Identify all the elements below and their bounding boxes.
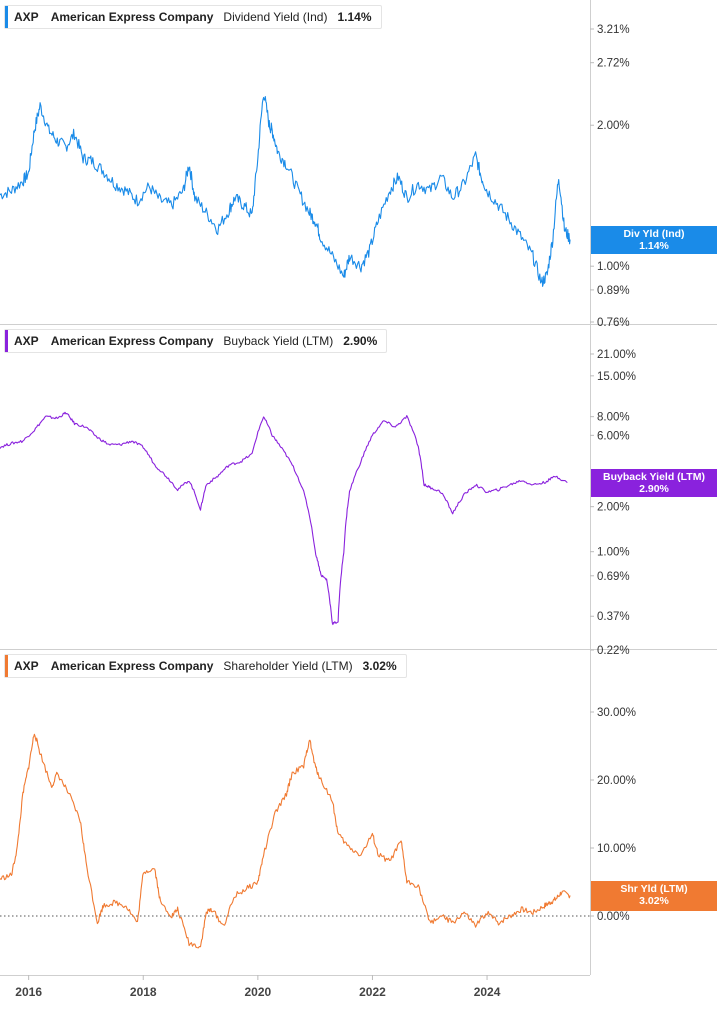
y-tick-label: 2.00% [597, 502, 630, 514]
legend-company: American Express Company [50, 334, 214, 348]
legend-buyback-yield: AXP American Express Company Buyback Yie… [4, 329, 388, 353]
y-tick-label: 0.69% [597, 571, 630, 583]
y-tick-label: 6.00% [597, 430, 630, 442]
y-tick-label: 15.00% [597, 371, 636, 383]
tag-label: Buyback Yield (LTM) [603, 471, 705, 483]
legend-swatch [5, 330, 8, 352]
legend-value: 3.02% [362, 659, 397, 673]
series-line-1 [0, 411, 568, 626]
legend-metric: Buyback Yield (LTM) [223, 334, 334, 348]
legend-shareholder-yield: AXP American Express Company Shareholder… [4, 654, 407, 678]
y-tick-label: 2.00% [597, 120, 630, 132]
x-tick-label: 2020 [244, 985, 271, 999]
tag-value: 3.02% [639, 895, 669, 907]
y-tick-label: 2.72% [597, 58, 630, 70]
legend-value: 2.90% [343, 334, 378, 348]
legend-value: 1.14% [337, 10, 372, 24]
y-tick-label: 30.00% [597, 707, 636, 719]
legend-swatch [5, 655, 8, 677]
value-tag-buyback-yield: Buyback Yield (LTM) 2.90% [591, 469, 717, 497]
tag-label: Div Yld (Ind) [623, 228, 685, 240]
series-line-0 [0, 96, 571, 287]
tag-value: 1.14% [639, 240, 669, 252]
y-tick-label: 20.00% [597, 775, 636, 787]
x-tick-label: 2024 [474, 985, 501, 999]
y-tick-label: 1.00% [597, 261, 630, 273]
y-tick-label: 3.21% [597, 24, 630, 36]
legend-ticker: AXP [14, 10, 39, 24]
x-tick-label: 2022 [359, 985, 386, 999]
y-tick-label: 10.00% [597, 843, 636, 855]
legend-company: American Express Company [50, 10, 214, 24]
legend-swatch [5, 6, 8, 28]
tag-label: Shr Yld (LTM) [620, 883, 688, 895]
y-tick-label: 0.37% [597, 611, 630, 623]
value-tag-shareholder-yield: Shr Yld (LTM) 3.02% [591, 881, 717, 911]
series-line-2 [0, 733, 571, 949]
legend-metric: Shareholder Yield (LTM) [223, 659, 353, 673]
legend-metric: Dividend Yield (Ind) [223, 10, 328, 24]
x-tick-label: 2018 [130, 985, 157, 999]
y-tick-label: 0.76% [597, 317, 630, 329]
y-tick-label: 1.00% [597, 547, 630, 559]
legend-company: American Express Company [50, 659, 214, 673]
y-tick-label: 0.00% [597, 911, 630, 923]
y-tick-label: 0.89% [597, 285, 630, 297]
legend-dividend-yield: AXP American Express Company Dividend Yi… [4, 5, 382, 29]
value-tag-dividend-yield: Div Yld (Ind) 1.14% [591, 226, 717, 254]
x-tick-label: 2016 [15, 985, 42, 999]
legend-ticker: AXP [14, 334, 39, 348]
tag-value: 2.90% [639, 483, 669, 495]
y-tick-label: 21.00% [597, 349, 636, 361]
y-tick-label: 0.22% [597, 645, 630, 657]
legend-ticker: AXP [14, 659, 39, 673]
y-tick-label: 8.00% [597, 412, 630, 424]
